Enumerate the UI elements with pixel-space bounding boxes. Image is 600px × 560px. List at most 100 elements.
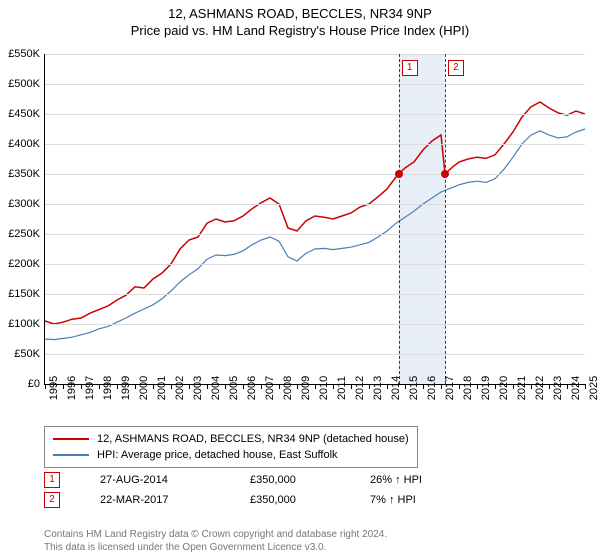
event-marker xyxy=(395,170,403,178)
x-tick xyxy=(153,384,154,389)
event-delta: 26% ↑ HPI xyxy=(370,474,422,486)
x-axis-label: 2008 xyxy=(282,376,294,400)
x-tick xyxy=(333,384,334,389)
gridline xyxy=(45,84,585,85)
y-axis-label: £50K xyxy=(0,348,40,360)
x-axis-label: 2011 xyxy=(336,376,348,400)
x-axis-label: 1995 xyxy=(48,376,60,400)
chart-subtitle: Price paid vs. HM Land Registry's House … xyxy=(0,23,600,38)
series-line xyxy=(45,102,585,324)
x-axis-label: 1999 xyxy=(120,376,132,400)
x-axis-label: 2019 xyxy=(480,376,492,400)
x-tick xyxy=(45,384,46,389)
event-date: 27-AUG-2014 xyxy=(100,474,210,486)
chart-title: 12, ASHMANS ROAD, BECCLES, NR34 9NP xyxy=(0,6,600,21)
x-axis-label: 2016 xyxy=(426,376,438,400)
y-axis-label: £150K xyxy=(0,288,40,300)
event-flag-icon: 2 xyxy=(44,492,60,508)
gridline xyxy=(45,174,585,175)
y-axis-label: £450K xyxy=(0,108,40,120)
x-axis-label: 2006 xyxy=(246,376,258,400)
event-price: £350,000 xyxy=(250,494,330,506)
x-tick xyxy=(279,384,280,389)
event-vline xyxy=(399,54,400,384)
event-row: 1 27-AUG-2014 £350,000 26% ↑ HPI xyxy=(44,470,422,490)
x-tick xyxy=(297,384,298,389)
x-axis-label: 2024 xyxy=(570,376,582,400)
gridline xyxy=(45,264,585,265)
x-axis-label: 2005 xyxy=(228,376,240,400)
x-axis-label: 2003 xyxy=(192,376,204,400)
event-price: £350,000 xyxy=(250,474,330,486)
x-axis-label: 2015 xyxy=(408,376,420,400)
x-axis-label: 2002 xyxy=(174,376,186,400)
event-flag-icon: 1 xyxy=(44,472,60,488)
x-tick xyxy=(243,384,244,389)
gridline xyxy=(45,54,585,55)
x-tick xyxy=(387,384,388,389)
events-table: 1 27-AUG-2014 £350,000 26% ↑ HPI 2 22-MA… xyxy=(44,470,422,510)
x-axis-label: 2023 xyxy=(552,376,564,400)
y-axis-label: £0 xyxy=(0,378,40,390)
x-axis-label: 2025 xyxy=(588,376,600,400)
x-axis-label: 1998 xyxy=(102,376,114,400)
legend-item: 12, ASHMANS ROAD, BECCLES, NR34 9NP (det… xyxy=(53,431,409,447)
x-axis-label: 1997 xyxy=(84,376,96,400)
x-axis-label: 2007 xyxy=(264,376,276,400)
x-tick xyxy=(369,384,370,389)
x-tick xyxy=(261,384,262,389)
legend-label: HPI: Average price, detached house, East… xyxy=(97,449,338,461)
event-vline xyxy=(445,54,446,384)
footer-text: Contains HM Land Registry data © Crown c… xyxy=(44,528,387,554)
x-tick xyxy=(513,384,514,389)
chart-lines xyxy=(45,54,585,384)
x-tick xyxy=(459,384,460,389)
event-date: 22-MAR-2017 xyxy=(100,494,210,506)
y-axis-label: £500K xyxy=(0,78,40,90)
x-tick xyxy=(549,384,550,389)
y-axis-label: £400K xyxy=(0,138,40,150)
y-axis-label: £350K xyxy=(0,168,40,180)
x-axis-label: 2020 xyxy=(498,376,510,400)
x-tick xyxy=(171,384,172,389)
x-tick xyxy=(531,384,532,389)
gridline xyxy=(45,354,585,355)
x-axis-label: 2009 xyxy=(300,376,312,400)
y-axis-label: £550K xyxy=(0,48,40,60)
x-tick xyxy=(189,384,190,389)
event-flag: 2 xyxy=(448,60,464,76)
y-axis-label: £200K xyxy=(0,258,40,270)
x-tick xyxy=(81,384,82,389)
chart-plot-area: 12 xyxy=(44,54,585,385)
footer-line: This data is licensed under the Open Gov… xyxy=(44,541,387,554)
x-axis-label: 2018 xyxy=(462,376,474,400)
x-axis-label: 2017 xyxy=(444,376,456,400)
x-axis-label: 2012 xyxy=(354,376,366,400)
gridline xyxy=(45,114,585,115)
gridline xyxy=(45,294,585,295)
x-axis-label: 1996 xyxy=(66,376,78,400)
x-axis-label: 2022 xyxy=(534,376,546,400)
footer-line: Contains HM Land Registry data © Crown c… xyxy=(44,528,387,541)
legend-swatch xyxy=(53,438,89,440)
x-tick xyxy=(315,384,316,389)
event-flag: 1 xyxy=(402,60,418,76)
x-tick xyxy=(135,384,136,389)
x-tick xyxy=(567,384,568,389)
x-axis-label: 2001 xyxy=(156,376,168,400)
x-tick xyxy=(405,384,406,389)
y-axis-label: £300K xyxy=(0,198,40,210)
event-delta: 7% ↑ HPI xyxy=(370,494,416,506)
x-tick xyxy=(495,384,496,389)
x-axis-label: 2021 xyxy=(516,376,528,400)
x-tick xyxy=(441,384,442,389)
x-tick xyxy=(207,384,208,389)
x-axis-label: 2000 xyxy=(138,376,150,400)
x-axis-label: 2014 xyxy=(390,376,402,400)
x-tick xyxy=(477,384,478,389)
x-tick xyxy=(117,384,118,389)
legend-box: 12, ASHMANS ROAD, BECCLES, NR34 9NP (det… xyxy=(44,426,418,468)
x-tick xyxy=(585,384,586,389)
x-axis-label: 2010 xyxy=(318,376,330,400)
event-row: 2 22-MAR-2017 £350,000 7% ↑ HPI xyxy=(44,490,422,510)
